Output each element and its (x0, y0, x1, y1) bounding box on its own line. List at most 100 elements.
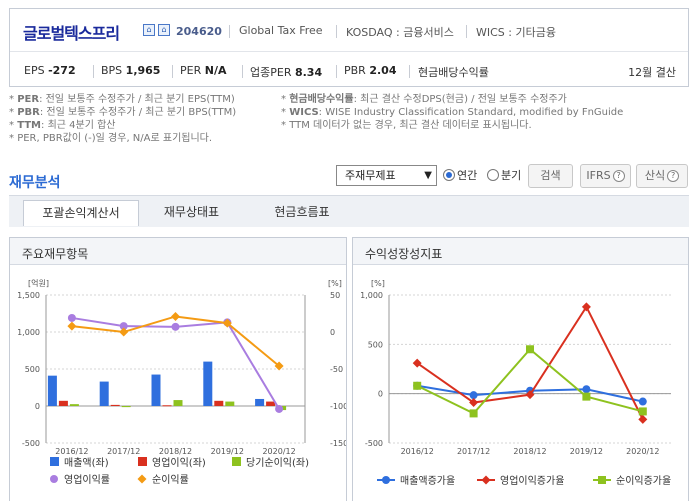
x-tick-label: 2020/12 (262, 447, 295, 456)
point-매출액증가율 (582, 385, 591, 394)
radio-quarter[interactable] (487, 169, 499, 181)
industry-per-stat: 업종PER 8.34 (250, 66, 323, 79)
wics-label: WICS : 기타금융 (476, 26, 556, 39)
legend-label: 순이익증가율 (616, 475, 671, 487)
radio-annual[interactable] (443, 169, 455, 181)
per-stat: PER N/A (180, 64, 227, 77)
help-icon: ? (667, 170, 680, 182)
y-tick-left: -500 (22, 439, 40, 448)
bar-영업이익(좌) (58, 400, 68, 406)
bar-매출액(좌) (203, 361, 213, 406)
point-순이익증가율 (413, 381, 422, 390)
note-dividend: * 현금배당수익률: 최근 결산 수정DPS(현금) / 전일 보통주 수정주가 (281, 94, 567, 105)
bar-매출액(좌) (99, 381, 109, 406)
pbr-stat: PBR 2.04 (344, 64, 397, 77)
bar-당기순이익(좌) (121, 406, 131, 408)
bar-매출액(좌) (47, 375, 57, 406)
note-pbr: * PBR: 전일 보통주 수정주가 / 최근 분기 BPS(TTM) (9, 107, 237, 118)
point-순이익률 (67, 321, 77, 331)
key-financials-panel: 주요재무항목 [억원] [%] 1,500 50 1,000 0 500 -50 0 -100 -5… (9, 237, 347, 501)
y-tick-left: 500 (25, 365, 40, 374)
section-title: 재무분석 (9, 175, 61, 191)
point-순이익률 (274, 361, 284, 371)
right-axis-unit: [%] (328, 279, 342, 288)
bps-stat: BPS 1,965 (101, 64, 161, 77)
y-tick-right: -50 (330, 365, 343, 374)
point-순이익증가율 (582, 392, 591, 401)
home-icon[interactable]: ⌂ (143, 24, 155, 36)
formula-button[interactable]: 산식? (636, 164, 688, 188)
legend-swatch (50, 475, 58, 483)
help-icon: ? (612, 170, 625, 182)
point-영업이익률 (67, 313, 76, 322)
search-button[interactable]: 검색 (528, 164, 573, 188)
statement-type-select[interactable]: 주재무제표 ▼ (336, 165, 437, 186)
x-tick-label: 2018/12 (159, 447, 192, 456)
point-영업이익률 (275, 404, 284, 413)
legend-swatch (481, 475, 491, 485)
company-name: 글로벌텍스프리 (23, 24, 120, 43)
legend-label: 영업이익(좌) (152, 456, 206, 469)
legend-swatch (50, 457, 59, 466)
dividend-yield-stat: 현금배당수익률 (418, 66, 489, 79)
x-tick-label: 2017/12 (107, 447, 140, 456)
y-tick-right: 50 (330, 291, 340, 300)
point-순이익률 (171, 311, 180, 321)
y-tick-right: -150 (330, 439, 346, 448)
note-ttm-missing: * TTM 데이터가 없는 경우, 최근 결산 데이터로 표시됩니다. (281, 120, 532, 131)
point-순이익률 (222, 318, 232, 328)
divider (172, 65, 173, 78)
statement-tabs: 포괄손익계산서 재무상태표 현금흐름표 (9, 195, 689, 227)
tab-balance-sheet[interactable]: 재무상태표 (163, 205, 220, 219)
legend-label: 영업이익률 (64, 473, 110, 486)
y-tick-label: -500 (365, 439, 383, 448)
point-매출액증가율 (638, 397, 647, 406)
select-value: 주재무제표 (345, 169, 396, 182)
panel-header: 주요재무항목 (10, 238, 346, 265)
growth-indicators-panel: 수익성장성지표 [%] 1,000 500 0 -500 2016/12 2017/12 20… (352, 237, 689, 501)
legend-label: 순이익률 (152, 474, 189, 486)
tab-income-statement[interactable]: 포괄손익계산서 (23, 200, 139, 226)
homepage-link-icon[interactable]: ⌂ (158, 24, 170, 36)
tab-cash-flow[interactable]: 현금흐름표 (274, 205, 330, 219)
panel-title: 수익성장성지표 (365, 247, 443, 261)
x-tick-label: 2020/12 (626, 447, 659, 456)
company-header: 글로벌텍스프리 ⌂ ⌂ 204620 Global Tax Free KOSDA… (10, 9, 688, 52)
radio-annual-label[interactable]: 연간 (457, 169, 478, 182)
market-label: KOSDAQ : 금융서비스 (346, 26, 454, 39)
company-stats: EPS -272 BPS 1,965 PER N/A 업종PER 8.34 PB… (10, 53, 688, 87)
company-english-name: Global Tax Free (239, 24, 323, 37)
note-ttm: * TTM: 최근 4분기 합산 (9, 120, 116, 131)
left-axis-unit: [억원] (28, 278, 49, 288)
radio-quarter-label[interactable]: 분기 (501, 169, 522, 182)
bar-영업이익(좌) (214, 400, 224, 406)
point-영업이익률 (119, 322, 128, 331)
panel-title: 주요재무항목 (22, 247, 89, 261)
notes-right: * 현금배당수익률: 최근 결산 수정DPS(현금) / 전일 보통주 수정주가… (281, 93, 623, 132)
growth-indicators-chart: [%] 1,000 500 0 -500 2016/12 2017/12 2018/12 201… (360, 279, 671, 487)
legend-swatch (598, 476, 606, 484)
point-영업이익률 (171, 322, 180, 331)
bar-당기순이익(좌) (69, 404, 79, 406)
divider (93, 65, 94, 78)
divider (336, 25, 337, 38)
note-negative: * PER, PBR값이 (-)일 경우, N/A로 표기됩니다. (9, 133, 213, 144)
notes-left: * PER: 전일 보통주 수정주가 / 최근 분기 EPS(TTM) * PB… (9, 93, 236, 145)
y-tick-left: 0 (35, 402, 40, 411)
bar-매출액(좌) (255, 398, 265, 406)
bar-영업이익(좌) (162, 405, 172, 407)
y-tick-left: 1,500 (17, 291, 40, 300)
line-순이익증가율 (416, 347, 644, 415)
divider (466, 25, 467, 38)
ifrs-button[interactable]: IFRS? (580, 164, 631, 188)
point-순이익증가율 (638, 407, 647, 416)
company-summary: 글로벌텍스프리 ⌂ ⌂ 204620 Global Tax Free KOSDA… (9, 8, 689, 87)
x-tick-label: 2019/12 (570, 447, 603, 456)
point-순이익률 (119, 327, 129, 337)
legend-label: 영업이익증가율 (500, 474, 564, 487)
note-wics: * WICS: WISE Industry Classification Sta… (281, 107, 624, 118)
point-순이익증가율 (526, 345, 534, 354)
x-tick-label: 2017/12 (457, 447, 490, 456)
point-순이익증가율 (469, 409, 478, 418)
